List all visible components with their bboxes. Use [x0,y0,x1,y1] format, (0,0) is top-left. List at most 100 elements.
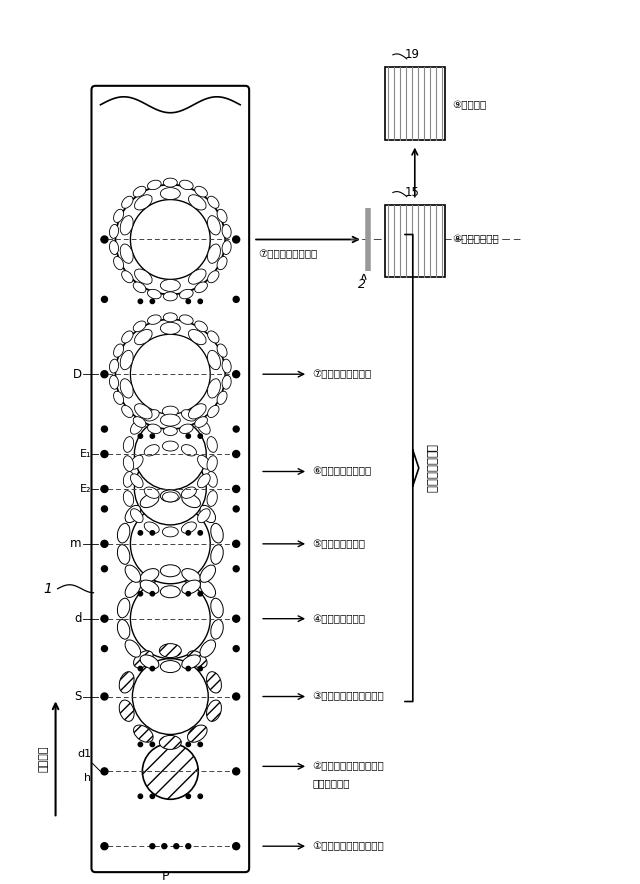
Text: D: D [72,368,81,381]
Circle shape [115,319,225,429]
Circle shape [186,794,191,798]
Ellipse shape [120,350,133,370]
Ellipse shape [207,196,219,209]
Circle shape [198,743,202,747]
Ellipse shape [144,487,159,499]
Text: d: d [74,613,81,625]
Ellipse shape [161,279,180,292]
Ellipse shape [198,508,210,522]
Ellipse shape [124,491,134,507]
Ellipse shape [134,651,153,668]
Ellipse shape [189,330,206,345]
Ellipse shape [161,490,180,502]
Circle shape [102,426,108,432]
Ellipse shape [181,445,196,456]
Ellipse shape [117,545,130,564]
Ellipse shape [182,568,200,583]
Ellipse shape [161,187,180,200]
Circle shape [150,794,154,798]
Ellipse shape [181,522,196,533]
Ellipse shape [131,508,143,522]
Circle shape [233,236,239,243]
Ellipse shape [161,414,180,426]
Ellipse shape [182,580,200,594]
Ellipse shape [163,492,179,502]
Circle shape [233,451,239,458]
FancyBboxPatch shape [92,86,249,873]
Ellipse shape [207,491,218,507]
Ellipse shape [140,568,159,583]
Text: 2: 2 [358,278,366,291]
Text: ⑨分離加工: ⑨分離加工 [452,100,487,110]
Circle shape [138,530,143,535]
Ellipse shape [200,565,216,583]
Ellipse shape [117,523,130,543]
Ellipse shape [207,216,220,235]
Ellipse shape [144,409,159,421]
Circle shape [131,579,210,659]
Circle shape [138,299,143,303]
Circle shape [150,434,154,438]
Ellipse shape [122,406,133,417]
Ellipse shape [163,527,179,537]
Ellipse shape [207,271,219,283]
Ellipse shape [134,269,152,285]
Ellipse shape [188,651,207,668]
Circle shape [138,591,143,596]
Text: ④山形水打抜加工: ④山形水打抜加工 [312,613,365,624]
Ellipse shape [109,376,118,389]
Ellipse shape [182,655,200,669]
Text: ⑥水形延伸共受加工: ⑥水形延伸共受加工 [312,467,371,476]
Text: 19: 19 [405,49,420,61]
Ellipse shape [113,392,124,405]
Ellipse shape [125,580,141,598]
Ellipse shape [134,330,152,345]
Text: ⑦外形水打抜き加工: ⑦外形水打抜き加工 [258,249,317,260]
Ellipse shape [159,735,181,750]
Circle shape [198,667,202,671]
Bar [385,204,445,278]
Circle shape [233,615,239,622]
Text: E₂: E₂ [80,484,92,494]
Circle shape [102,506,108,512]
Circle shape [233,645,239,652]
Circle shape [138,743,143,747]
Ellipse shape [189,269,206,285]
Circle shape [186,743,191,747]
Circle shape [134,418,206,490]
Circle shape [101,842,108,850]
Circle shape [233,768,239,775]
Ellipse shape [124,471,134,487]
Ellipse shape [122,331,133,343]
Ellipse shape [207,406,219,417]
Ellipse shape [181,409,196,421]
Text: ⑦外形水打抜き加工: ⑦外形水打抜き加工 [312,370,371,379]
Circle shape [233,566,239,572]
Ellipse shape [161,323,180,334]
Ellipse shape [198,455,210,469]
Circle shape [186,434,191,438]
Circle shape [233,296,239,302]
Ellipse shape [207,378,220,398]
Circle shape [233,540,239,547]
Ellipse shape [195,187,207,197]
Ellipse shape [120,216,133,235]
Ellipse shape [125,506,141,522]
Ellipse shape [120,378,133,398]
Circle shape [233,370,239,377]
Ellipse shape [161,586,180,598]
Ellipse shape [140,494,159,507]
Circle shape [233,693,239,700]
Ellipse shape [133,321,146,332]
Ellipse shape [207,437,218,453]
Circle shape [174,843,179,849]
Ellipse shape [207,672,221,693]
Ellipse shape [144,522,159,533]
Ellipse shape [180,315,193,324]
Ellipse shape [134,725,153,743]
Ellipse shape [211,545,223,564]
Circle shape [131,334,210,414]
Circle shape [101,768,108,775]
Ellipse shape [163,441,179,451]
Circle shape [198,299,202,303]
